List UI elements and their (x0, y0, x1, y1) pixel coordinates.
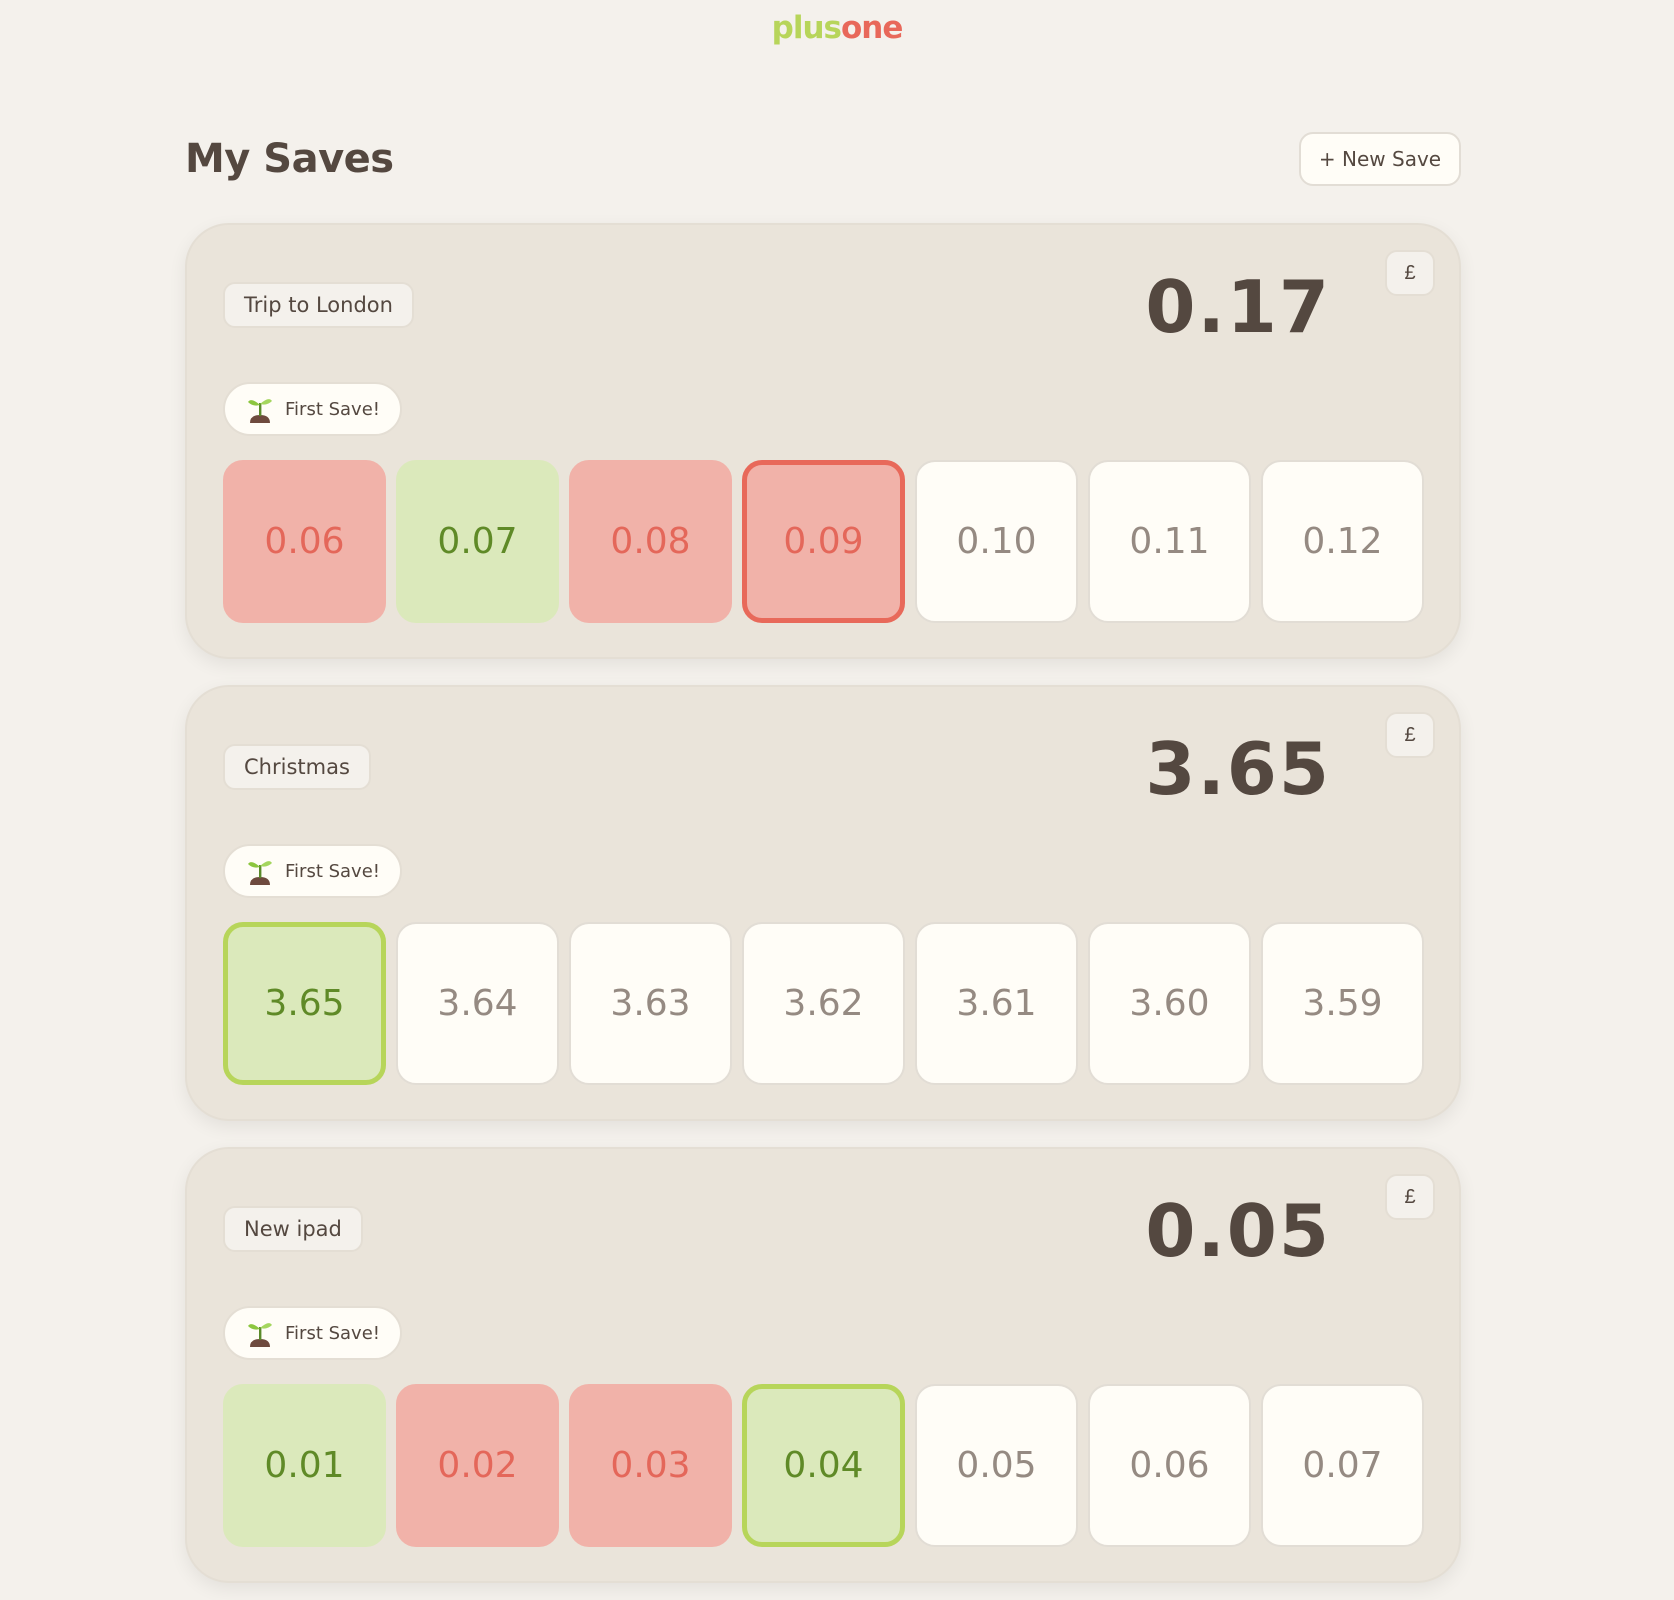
save-tile-current[interactable]: 0.04 (742, 1384, 905, 1547)
save-tile[interactable]: 3.61 (915, 922, 1078, 1085)
app-logo: plusone (0, 10, 1674, 46)
save-card: New ipad 0.05 £ First Save! 0.01 0.02 0.… (185, 1147, 1461, 1583)
save-total: 0.17 (1145, 265, 1331, 349)
save-tiles: 0.01 0.02 0.03 0.04 0.05 0.06 0.07 (223, 1384, 1424, 1547)
save-tile[interactable]: 0.07 (396, 460, 559, 623)
save-tiles: 0.06 0.07 0.08 0.09 0.10 0.11 0.12 (223, 460, 1424, 623)
first-save-badge: First Save! (223, 382, 403, 436)
currency-button[interactable]: £ (1385, 1174, 1435, 1220)
save-total: 3.65 (1145, 727, 1331, 811)
page-title: My Saves (185, 136, 394, 182)
save-tile[interactable]: 0.01 (223, 1384, 386, 1547)
save-name[interactable]: Trip to London (223, 282, 414, 328)
seedling-icon (248, 399, 272, 423)
save-tiles: 3.65 3.64 3.63 3.62 3.61 3.60 3.59 (223, 922, 1424, 1085)
currency-button[interactable]: £ (1385, 712, 1435, 758)
save-tile[interactable]: 0.11 (1088, 460, 1251, 623)
save-tile[interactable]: 3.59 (1261, 922, 1424, 1085)
save-total: 0.05 (1145, 1189, 1331, 1273)
save-tile-current[interactable]: 3.65 (223, 922, 386, 1085)
save-card: Trip to London 0.17 £ First Save! 0.06 0… (185, 223, 1461, 659)
logo-one: one (840, 10, 903, 46)
new-save-button[interactable]: + New Save (1299, 132, 1461, 186)
page-header: My Saves + New Save (185, 132, 1461, 188)
seedling-icon (248, 861, 272, 885)
logo-plus: plus (771, 10, 842, 46)
badge-label: First Save! (285, 860, 381, 882)
badge-label: First Save! (285, 398, 381, 420)
badge-label: First Save! (285, 1322, 381, 1344)
save-card: Christmas 3.65 £ First Save! 3.65 3.64 3… (185, 685, 1461, 1121)
save-tile[interactable]: 0.10 (915, 460, 1078, 623)
save-tile[interactable]: 0.06 (1088, 1384, 1251, 1547)
save-tile[interactable]: 0.12 (1261, 460, 1424, 623)
save-tile[interactable]: 0.02 (396, 1384, 559, 1547)
first-save-badge: First Save! (223, 844, 403, 898)
save-tile[interactable]: 3.63 (569, 922, 732, 1085)
save-name[interactable]: Christmas (223, 744, 371, 790)
save-tile[interactable]: 0.08 (569, 460, 732, 623)
save-tile[interactable]: 3.62 (742, 922, 905, 1085)
first-save-badge: First Save! (223, 1306, 403, 1360)
save-tile[interactable]: 0.03 (569, 1384, 732, 1547)
save-tile[interactable]: 0.06 (223, 460, 386, 623)
save-tile[interactable]: 3.64 (396, 922, 559, 1085)
seedling-icon (248, 1323, 272, 1347)
save-name[interactable]: New ipad (223, 1206, 363, 1252)
save-tile[interactable]: 0.07 (1261, 1384, 1424, 1547)
save-tile-current[interactable]: 0.09 (742, 460, 905, 623)
save-tile[interactable]: 0.05 (915, 1384, 1078, 1547)
currency-button[interactable]: £ (1385, 250, 1435, 296)
save-tile[interactable]: 3.60 (1088, 922, 1251, 1085)
